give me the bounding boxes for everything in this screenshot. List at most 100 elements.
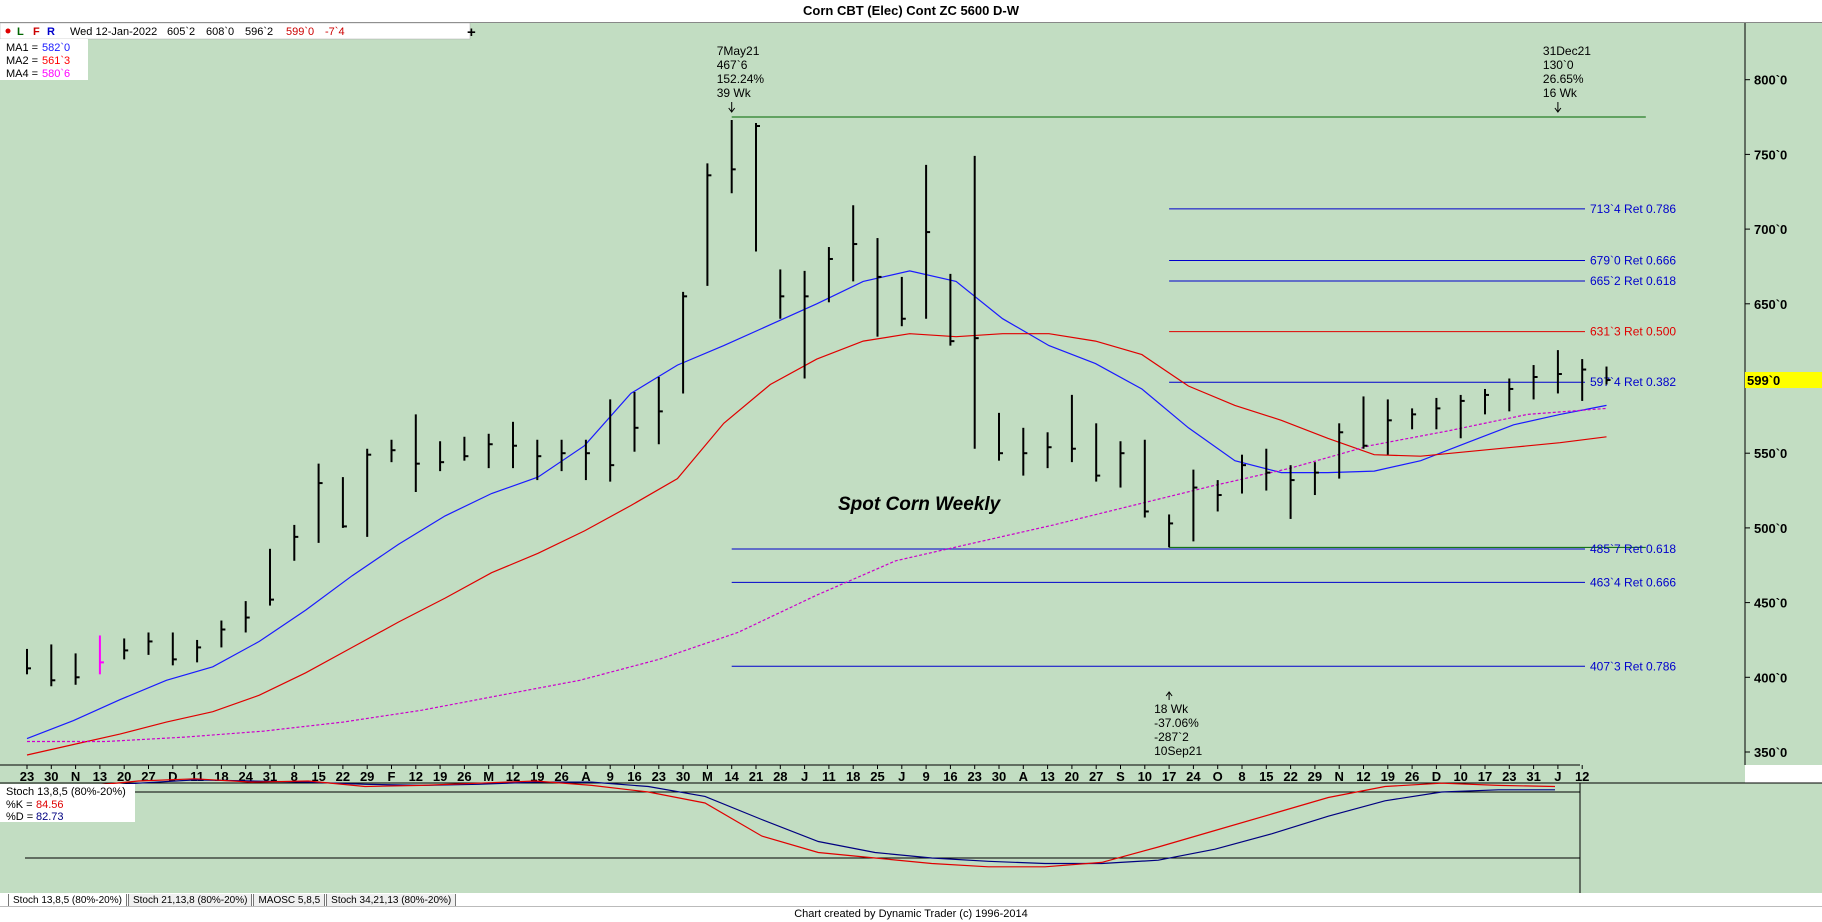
ma1-value: 582`0 [42,42,70,54]
x-tick-51: 15 [1259,769,1273,784]
x-tick-50: 8 [1238,769,1245,784]
date-axis [0,765,1745,783]
x-tick-41: A [1019,769,1029,784]
quote-bar: L F R Wed 12-Jan-2022 605`2 608`0 596`2 … [0,22,471,40]
x-tick-32: J [801,769,808,784]
x-tick-30: 21 [749,769,763,784]
ma4-value: 580`6 [42,68,70,80]
stoch-legend: Stoch 13,8,5 (80%-20%) %K = 84.56 %D = 8… [0,784,135,823]
x-tick-11: 8 [291,769,298,784]
quote-date: Wed 12-Jan-2022 [70,26,157,38]
quote-low: 596`2 [245,26,273,38]
add-study-button[interactable]: + [467,24,476,41]
x-tick-47: 17 [1162,769,1176,784]
y-tick-6: 650`0 [1754,297,1787,312]
footer-credit: Chart created by Dynamic Trader (c) 1996… [0,906,1822,922]
x-tick-48: 24 [1186,769,1201,784]
x-tick-36: J [898,769,905,784]
moving-averages [26,270,1607,756]
x-tick-63: J [1554,769,1561,784]
swing-label-0-line-0: 7May21 [717,44,760,58]
x-tick-43: 20 [1065,769,1079,784]
price-axis [1745,23,1822,765]
retracement-label-1: 679`0 Ret 0.666 [1590,253,1676,267]
chart-annotation: Spot Corn Weekly [838,494,1002,515]
x-tick-34: 18 [846,769,860,784]
x-tick-49: O [1213,769,1223,784]
x-tick-64: 12 [1575,769,1589,784]
y-tick-8: 750`0 [1754,147,1787,162]
x-tick-37: 9 [922,769,929,784]
y-tick-1: 400`0 [1754,670,1787,685]
x-tick-16: 12 [409,769,423,784]
x-tick-45: S [1116,769,1125,784]
x-tick-24: 9 [607,769,614,784]
x-tick-21: 19 [530,769,544,784]
main-plot-area[interactable] [0,23,1745,765]
swing-label-0-line-3: 39 Wk [717,86,752,100]
quote-close: 599`0 [286,26,314,38]
stoch-d-label: %D = [6,811,33,823]
x-tick-0: 23 [20,769,34,784]
retracement-label-5: 485`7 Ret 0.618 [1590,542,1676,556]
ma2-value: 561`3 [42,55,70,67]
stoch-k-value: 84.56 [36,799,64,811]
retracement-label-2: 665`2 Ret 0.618 [1590,274,1676,288]
quote-high: 608`0 [206,26,234,38]
quote-button-f[interactable]: F [33,26,40,38]
retracement-label-4: 597`4 Ret 0.382 [1590,375,1676,389]
swing-label-1-line-3: 16 Wk [1543,86,1578,100]
quote-open: 605`2 [167,26,195,38]
x-tick-44: 27 [1089,769,1103,784]
x-tick-23: A [581,769,591,784]
date-axis-labels: 23 30 N 13 20 27 D 11 18 24 31 8 15 22 29 F 12 19 26 M 12 19 2… [20,765,1589,784]
x-tick-29: 14 [724,769,739,784]
series-ma1 [26,270,1607,740]
ma4-label: MA4 = [6,68,38,80]
stoch-title: Stoch 13,8,5 (80%-20%) [6,786,126,798]
x-tick-57: 26 [1405,769,1419,784]
swing-label-2-line-1: -37.06% [1154,716,1199,730]
price-bars [26,120,1611,687]
x-tick-26: 23 [652,769,666,784]
x-tick-2: N [71,769,80,784]
x-tick-17: 19 [433,769,447,784]
x-tick-58: D [1432,769,1441,784]
x-tick-62: 31 [1526,769,1540,784]
x-tick-53: 29 [1308,769,1322,784]
y-tick-3: 500`0 [1754,521,1787,536]
record-icon[interactable] [5,28,11,34]
last-price-label: 599`0 [1747,373,1780,388]
swing-label-2-line-2: -287`2 [1154,730,1189,744]
x-tick-20: 12 [506,769,520,784]
x-tick-28: M [702,769,713,784]
ma1-label: MA1 = [6,42,38,54]
x-tick-15: F [388,769,396,784]
x-tick-56: 19 [1381,769,1395,784]
swing-label-0-line-2: 152.24% [717,72,765,86]
x-tick-22: 26 [554,769,568,784]
swing-label-1-line-0: 31Dec21 [1543,44,1591,58]
price-axis-labels: 350`0400`0450`0500`0550`0600`0650`0700`0… [1745,73,1822,760]
quote-button-l[interactable]: L [17,26,24,38]
x-tick-14: 29 [360,769,374,784]
stoch-panel[interactable] [0,783,1822,893]
x-tick-19: M [483,769,494,784]
y-tick-7: 700`0 [1754,222,1787,237]
series-ma4 [27,407,1607,743]
y-tick-2: 450`0 [1754,596,1787,611]
x-tick-52: 22 [1283,769,1297,784]
quote-button-r[interactable]: R [47,26,55,38]
x-tick-55: 12 [1356,769,1370,784]
x-tick-59: 10 [1453,769,1467,784]
x-tick-40: 30 [992,769,1006,784]
x-tick-31: 28 [773,769,787,784]
x-tick-18: 26 [457,769,471,784]
x-tick-42: 13 [1040,769,1054,784]
swing-arrow-2 [1165,691,1173,700]
x-tick-7: 11 [190,769,204,784]
swing-label-0-line-1: 467`6 [717,58,748,72]
stoch-d-value: 82.73 [36,811,64,823]
